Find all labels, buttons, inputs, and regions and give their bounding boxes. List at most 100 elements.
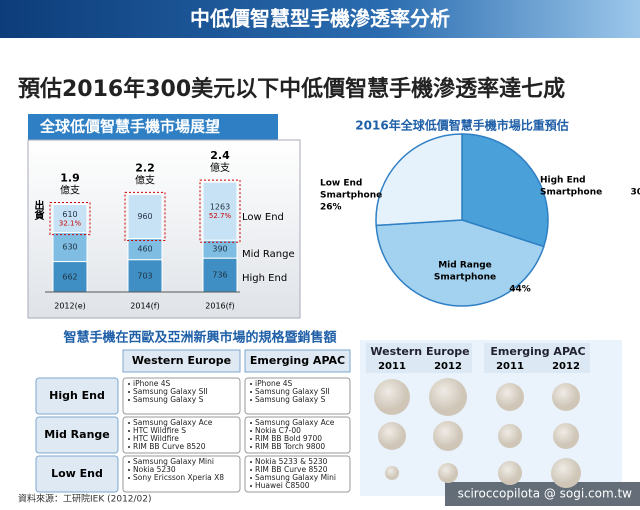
bubble — [429, 378, 467, 416]
pie-value: 30% — [630, 188, 640, 198]
cell-item: Samsung Galaxy S — [133, 395, 204, 404]
bubble — [553, 423, 579, 449]
bubble — [378, 422, 406, 450]
top-outline — [49, 202, 91, 236]
cell-item: Samsung Galaxy SII — [255, 387, 330, 396]
year-label: 2012 — [552, 361, 580, 372]
pie-slice — [375, 219, 545, 307]
cell-box — [122, 455, 241, 493]
group-header: Emerging APAC — [490, 345, 585, 358]
bubble — [438, 463, 458, 483]
bubble — [498, 424, 522, 448]
cell-box — [244, 455, 351, 493]
total-label: 2.2 — [135, 161, 155, 174]
cell-item: Nokia 5230 — [133, 465, 176, 474]
pie-title: 2016年全球低價智慧手機市場比重預估 — [355, 118, 568, 133]
column-header-box — [122, 349, 241, 373]
pie-value: 26% — [320, 203, 342, 213]
bullet — [250, 391, 252, 393]
legend-label: High End — [242, 273, 287, 284]
row-header-box — [35, 377, 119, 415]
bubble — [374, 379, 410, 415]
row-header-box — [35, 416, 119, 454]
year-label: 2011 — [496, 361, 524, 372]
bullet — [250, 461, 252, 463]
x-tick-label: 2016(f) — [205, 302, 234, 311]
bullet — [250, 399, 252, 401]
cell-box — [244, 416, 351, 454]
bullet — [250, 383, 252, 385]
pie-slice — [375, 133, 463, 227]
row-header: High End — [49, 389, 105, 402]
row-header: Mid Range — [44, 428, 109, 441]
bullet — [128, 422, 130, 424]
pie-label: Smartphone — [320, 191, 382, 201]
bullet — [250, 477, 252, 479]
cell-item: HTC Wildfire — [133, 434, 179, 443]
bullet — [128, 430, 130, 432]
bullet — [250, 469, 252, 471]
segment-note: 32.1% — [59, 220, 82, 228]
bullet — [128, 438, 130, 440]
year-label: 2011 — [378, 361, 406, 372]
bullet — [128, 391, 130, 393]
cell-item: Nokia 5233 & 5230 — [255, 457, 328, 466]
cell-item: Sony Ericsson Xperia X8 — [133, 473, 224, 482]
cell-item: Huawei C8500 — [255, 481, 310, 490]
cell-item: Samsung Galaxy Ace — [255, 418, 335, 427]
pie-label: Smartphone — [540, 188, 602, 198]
total-unit: 億支 — [135, 173, 155, 186]
top-outline — [124, 191, 166, 242]
bullet — [128, 399, 130, 401]
cell-item: iPhone 4S — [133, 379, 170, 388]
slide-title: 預估2016年300美元以下中低價智慧手機滲透率達七成 — [18, 76, 565, 102]
bar-segment — [52, 204, 88, 234]
cell-item: Samsung Galaxy SII — [133, 387, 208, 396]
bubble — [496, 383, 524, 411]
cell-item: Samsung Galaxy Mini — [133, 457, 214, 466]
cell-box — [244, 377, 351, 415]
bubble — [498, 461, 522, 485]
cell-item: iPhone 4S — [255, 379, 292, 388]
source: 資料來源：工研院IEK (2012/02) — [18, 493, 152, 505]
legend-label: Mid Range — [242, 249, 295, 260]
bubble — [552, 383, 580, 411]
x-tick-label: 2012(e) — [54, 302, 86, 311]
bullet — [128, 446, 130, 448]
group-header-box — [484, 343, 590, 373]
watermark: sciroccopilota @ sogi.com.tw — [458, 487, 633, 501]
x-tick-label: 2014(f) — [130, 302, 159, 311]
cell-item: RIM BB Bold 9700 — [255, 434, 322, 443]
legend-label: Low End — [242, 212, 284, 223]
segment-label: 630 — [62, 243, 77, 252]
cell-item: Samsung Galaxy Ace — [133, 418, 213, 427]
bullet — [128, 477, 130, 479]
pie-label: High End — [540, 176, 586, 186]
cell-item: RIM BB Torch 9800 — [255, 442, 325, 451]
bar-title: 全球低價智慧手機市場展望 — [39, 118, 220, 136]
cell-box — [122, 416, 241, 454]
bullet — [250, 430, 252, 432]
bar-segment — [202, 257, 238, 293]
bullet — [128, 461, 130, 463]
segment-label: 460 — [137, 245, 152, 254]
pie-slice — [461, 133, 549, 248]
total-label: 1.9 — [60, 172, 80, 185]
bubble — [385, 466, 399, 480]
segment-label: 736 — [212, 271, 227, 280]
pie-label: Low End — [320, 179, 362, 189]
cell-item: RIM BB Curve 8520 — [255, 465, 328, 474]
cell-item: Samsung Galaxy S — [255, 395, 326, 404]
pie-label: Smartphone — [434, 273, 496, 283]
banner — [0, 0, 640, 38]
bullet — [128, 383, 130, 385]
segment-label: 610 — [62, 210, 77, 219]
cell-item: Samsung Galaxy Mini — [255, 473, 336, 482]
bullet — [128, 469, 130, 471]
segment-label: 1263 — [210, 203, 230, 212]
segment-label: 960 — [137, 212, 152, 221]
bullet — [250, 422, 252, 424]
bar-segment — [202, 181, 238, 241]
cell-box — [122, 377, 241, 415]
